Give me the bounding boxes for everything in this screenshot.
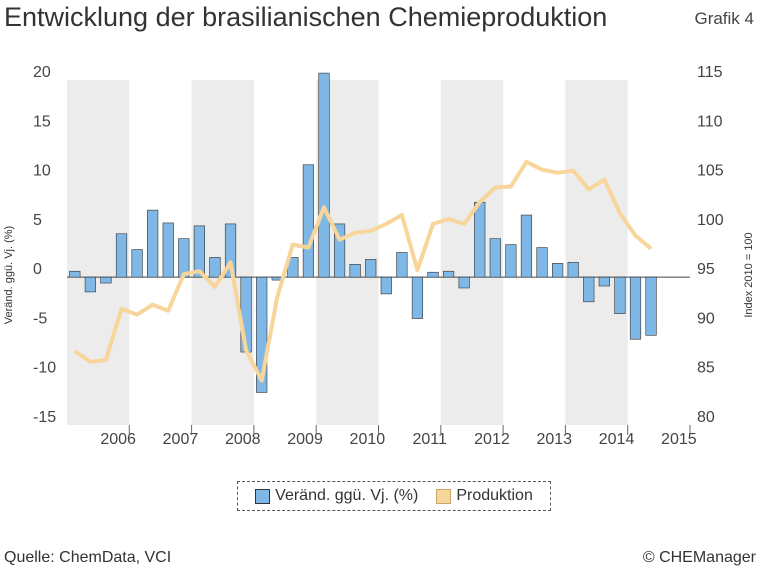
bar <box>302 164 315 278</box>
bar <box>411 276 424 319</box>
legend: Veränd. ggü. Vj. (%) Produktion <box>237 481 551 511</box>
bar <box>489 238 501 278</box>
production-line <box>73 159 653 383</box>
bar <box>505 244 517 278</box>
bar <box>365 259 377 278</box>
left-axis-ticks: 20 15 10 5 0 -5 -10 -15 <box>33 64 56 426</box>
bar <box>318 72 330 278</box>
right-tick-label: 100 <box>697 212 724 229</box>
bar <box>69 270 81 278</box>
bar <box>84 276 96 293</box>
copyright-note: © CHEManager <box>642 549 756 566</box>
left-tick-label: -10 <box>33 360 56 377</box>
bar <box>100 276 112 284</box>
right-tick-label: 80 <box>697 409 715 426</box>
bar <box>131 249 143 278</box>
legend-item-line: Produktion <box>436 487 533 505</box>
x-tick-label: 2008 <box>225 431 261 448</box>
right-tick-label: 90 <box>697 310 715 327</box>
year-band <box>565 80 628 425</box>
bar <box>256 276 268 393</box>
left-tick-label: -15 <box>33 409 56 426</box>
bar-series <box>69 72 657 393</box>
bar <box>474 201 486 278</box>
legend-label-bars: Veränd. ggü. Vj. (%) <box>275 487 419 504</box>
bar <box>458 276 470 289</box>
bar <box>427 271 439 278</box>
x-tick-label: 2014 <box>599 431 635 448</box>
bar <box>552 263 564 278</box>
x-tick-label: 2006 <box>100 431 136 448</box>
left-tick-label: -5 <box>33 310 47 327</box>
legend-swatch-bars <box>255 488 271 504</box>
bar <box>442 270 455 278</box>
left-tick-label: 15 <box>33 113 51 130</box>
bar <box>193 225 205 278</box>
source-note: Quelle: ChemData, VCI <box>4 549 172 566</box>
right-tick-label: 95 <box>697 261 715 278</box>
left-axis-label: Veränd. ggü. Vj. (%) <box>3 226 15 324</box>
right-tick-label: 85 <box>697 360 715 377</box>
bar <box>380 276 392 295</box>
legend-item-bars: Veränd. ggü. Vj. (%) <box>255 487 418 505</box>
left-tick-label: 20 <box>33 64 51 81</box>
x-tick-label: 2009 <box>287 431 323 448</box>
bar <box>645 276 657 336</box>
bar <box>178 238 190 278</box>
bar <box>614 276 626 314</box>
legend-label-line: Produktion <box>456 487 533 504</box>
bar <box>115 233 128 278</box>
x-tick-label: 2007 <box>163 431 199 448</box>
chart-title: Entwicklung der brasilianischen Chemiepr… <box>4 2 608 32</box>
bar <box>629 276 642 340</box>
right-tick-label: 110 <box>697 113 723 130</box>
bar <box>147 209 159 278</box>
x-tick-label: 2010 <box>350 431 386 448</box>
bar <box>349 264 361 278</box>
figure-badge: Grafik 4 <box>694 9 754 28</box>
bar <box>567 262 579 278</box>
right-axis-label: Index 2010 = 100 <box>743 232 755 317</box>
right-tick-label: 105 <box>697 163 724 180</box>
bar <box>224 223 237 278</box>
left-tick-label: 0 <box>33 261 42 278</box>
x-axis-ticks: 2006 2007 2008 2009 2010 2011 2012 2013 2014 2015 <box>100 425 697 448</box>
bar <box>520 214 533 278</box>
x-tick-label: 2012 <box>474 431 510 448</box>
bar <box>536 247 548 278</box>
bar <box>162 222 174 278</box>
right-tick-label: 115 <box>697 64 723 81</box>
bar <box>209 257 221 278</box>
bar <box>583 276 595 303</box>
x-tick-label: 2015 <box>661 431 697 448</box>
bar <box>598 276 610 287</box>
x-tick-label: 2013 <box>536 431 572 448</box>
left-tick-label: 5 <box>33 212 42 229</box>
x-tick-label: 2011 <box>412 431 447 448</box>
right-axis-ticks: 115 110 105 100 95 90 85 80 <box>697 64 724 426</box>
bar <box>333 223 346 278</box>
legend-swatch-line <box>436 488 452 504</box>
left-tick-label: 10 <box>33 163 51 180</box>
bar <box>396 252 408 278</box>
